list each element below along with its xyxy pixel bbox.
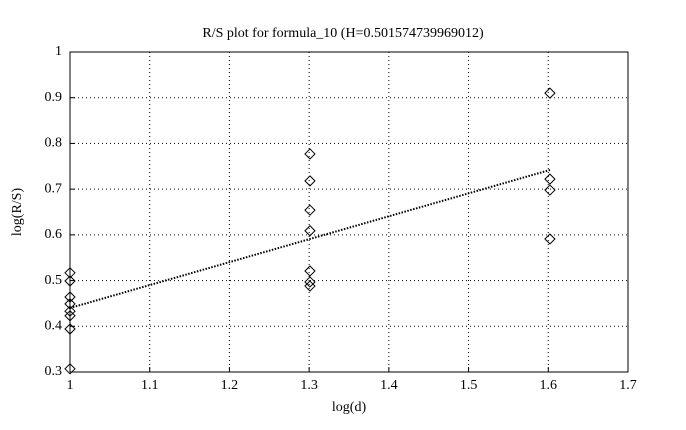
y-tick-label: 0.4: [45, 319, 63, 334]
diamond-marker: [304, 265, 316, 277]
x-tick-label: 1.6: [540, 378, 558, 393]
y-tick-label: 0.6: [45, 227, 63, 242]
diamond-marker: [64, 267, 76, 279]
x-tick-label: 1: [67, 378, 74, 393]
diamond-marker: [64, 298, 76, 310]
diamond-marker: [64, 291, 76, 303]
x-tick-label: 1.4: [380, 378, 398, 393]
x-tick-label: 1.1: [141, 378, 159, 393]
y-tick-label: 0.5: [45, 273, 63, 288]
y-axis-label: log(R/S): [10, 188, 25, 237]
diamond-marker: [304, 148, 316, 160]
plot-frame: [69, 51, 629, 373]
x-tick-label: 1.5: [460, 378, 478, 393]
x-tick-label: 1.3: [300, 378, 318, 393]
fit-line: [69, 168, 551, 309]
y-tick-label: 0.8: [45, 136, 63, 151]
diamond-marker: [64, 305, 76, 317]
x-tick-label: 1.7: [619, 378, 637, 393]
y-tick-label: 0.7: [45, 181, 63, 196]
y-tick-label: 0.9: [45, 90, 63, 105]
chart-title: R/S plot for formula_10 (H=0.50157473996…: [202, 26, 484, 41]
diamond-marker: [64, 363, 76, 375]
x-axis-label: log(d): [332, 400, 367, 415]
diamond-marker: [64, 323, 76, 335]
diamond-marker: [64, 310, 76, 322]
diamond-marker: [544, 87, 556, 99]
diamond-marker: [64, 275, 76, 287]
diamond-marker: [544, 233, 556, 245]
x-tick-label: 1.2: [221, 378, 239, 393]
diamond-marker: [304, 276, 316, 288]
diamond-marker: [544, 184, 556, 196]
diamond-marker: [304, 175, 316, 187]
y-tick-label: 0.3: [45, 364, 63, 379]
diamond-marker: [304, 204, 316, 216]
diamond-marker: [544, 173, 556, 185]
diamond-marker: [304, 280, 316, 292]
diamond-marker: [304, 225, 316, 237]
y-tick-label: 1: [55, 44, 62, 59]
